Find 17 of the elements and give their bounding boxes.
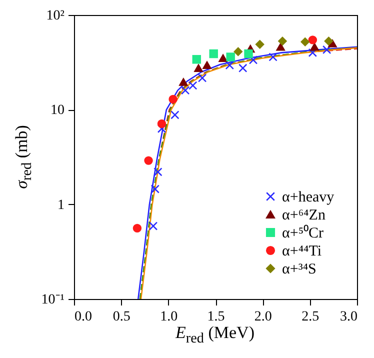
legend-label: α+⁶⁴Zn [282,208,326,224]
x-axis-title: E$_{red}$ (MeV) [176,323,254,348]
x-tick-label: 2.5 [302,310,320,324]
legend-label: α+³⁴S [282,262,316,278]
legend-label: α+⁴⁴Ti [282,244,322,260]
y-tick-label: 10² [46,8,64,24]
x-tick-label: 1.5 [207,310,225,324]
x-tick-label: 0.5 [112,310,130,324]
y-tick-label: 1 [58,198,64,213]
y-tick-label: 10 [50,103,64,118]
x-tick-label: 0.0 [74,310,92,324]
y-tick-label: 10⁻¹ [41,292,64,308]
x-tick-label: 1.0 [160,310,178,324]
x-tick-label: 3.0 [340,310,358,324]
legend-label: α+⁵⁰Cr [282,224,324,242]
legend-label: α+heavy [282,190,335,206]
x-tick-label: 2.0 [254,310,272,324]
